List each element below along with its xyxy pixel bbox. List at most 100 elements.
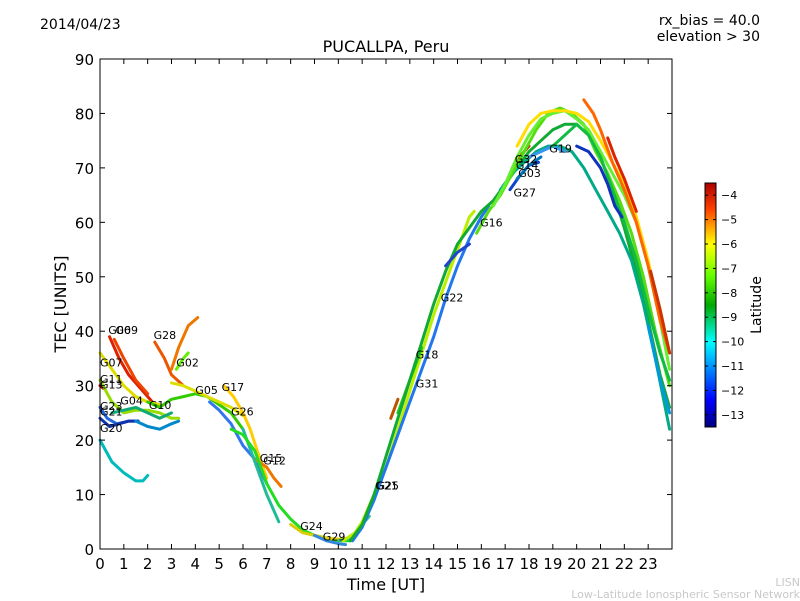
footer-lisn: LISN [775,576,800,589]
x-tick-label-0: 0 [95,555,105,573]
series-line-31 [498,144,672,431]
series-line-40 [606,136,638,213]
colorbar-tick-label-1: −5 [721,214,737,227]
series-line-6 [98,416,140,428]
x-tick-label-7: 7 [262,555,272,573]
colorbar-tick-label-8: −12 [721,384,744,397]
series-line-33 [527,144,567,159]
colorbar-ticks: −4 −5 −6 −7 −8 −9 −10 −11 −12 −13 [705,189,744,422]
satellite-label-15: G15 [260,452,283,465]
chart-title: PUCALLPA, Peru [322,37,450,56]
y-tick-label-4: 40 [75,323,94,341]
series-line-37 [551,122,672,382]
satellite-label-9: G10 [149,399,172,412]
colorbar-tick-label-5: −9 [721,311,737,324]
satellite-label-29: G19 [549,143,572,156]
series-layer [98,98,672,547]
series-line-28 [444,242,471,268]
x-tick-label-10: 10 [329,555,348,573]
x-axis: 0 1 2 3 4 5 6 7 8 9 10 11 12 13 14 15 16 17 18 19 20 21 22 23 [95,59,658,573]
satellite-label-24: G16 [480,217,503,230]
footer-network-name: Low-Latitude Ionospheric Sensor Network [571,588,800,601]
series-line-39 [582,98,672,355]
x-tick-label-18: 18 [519,555,538,573]
satellite-label-13: G17 [222,381,245,394]
satellite-label-0: G06 [108,324,131,337]
satellite-label-1: G09 [116,324,139,337]
series-line-23 [341,209,476,543]
x-tick-label-22: 22 [615,555,634,573]
satellite-label-6: G21 [100,406,123,419]
colorbar: −4 −5 −6 −7 −8 −9 −10 −11 −12 −13 Latitude [704,182,765,428]
rx-bias-label: rx_bias = 40.0 [658,13,760,29]
colorbar-tick-label-7: −11 [721,360,744,373]
series-line-0 [108,335,154,404]
satellite-label-19: G21 [375,480,398,493]
colorbar-tick-label-3: −7 [721,262,737,275]
series-line-15 [222,384,269,480]
x-tick-label-13: 13 [400,555,419,573]
satellite-label-16: G12 [263,455,286,468]
satellite-label-5: G23 [100,400,123,413]
satellite-label-18: G29 [323,530,346,543]
x-tick-label-8: 8 [286,555,296,573]
y-tick-label-6: 60 [75,214,94,232]
series-line-14 [170,381,245,418]
y-tick-label-8: 80 [75,105,94,123]
x-tick-label-5: 5 [214,555,224,573]
series-line-41 [649,269,672,355]
satellite-label-25: G32 [515,153,538,166]
x-tick-label-17: 17 [496,555,515,573]
satellite-label-8: G04 [120,395,143,408]
series-line-34 [475,106,672,388]
colorbar-tick-label-4: −8 [721,287,737,300]
y-tick-label-2: 20 [75,432,94,450]
satellite-label-27: G03 [518,167,541,180]
series-line-11 [174,351,190,371]
colorbar-tick-label-9: −13 [721,409,744,422]
x-tick-label-20: 20 [567,555,586,573]
y-tick-label-9: 90 [75,51,94,69]
y-axis: 0 10 20 30 40 50 60 70 80 90 [75,51,672,559]
x-tick-label-11: 11 [353,555,372,573]
satellite-label-28: G27 [514,187,537,200]
x-tick-label-15: 15 [448,555,467,573]
series-line-13 [146,392,245,431]
x-axis-label: Time [UT] [346,575,425,594]
x-tick-label-2: 2 [143,555,153,573]
x-tick-label-1: 1 [119,555,129,573]
satellite-label-23: G22 [441,291,464,304]
series-line-7 [98,438,150,483]
x-tick-label-3: 3 [167,555,177,573]
x-tick-label-6: 6 [238,555,248,573]
series-line-8 [110,405,173,420]
satellite-label-12: G05 [195,384,218,397]
satellite-label-4: G13 [100,378,123,391]
series-line-1 [112,337,150,396]
satellite-label-2: G07 [100,357,123,370]
y-axis-label: TEC [UNITS] [51,256,70,354]
chart-date: 2014/04/23 [40,17,121,33]
x-tick-label-4: 4 [191,555,201,573]
colorbar-tick-label-2: −6 [721,238,737,251]
x-tick-label-14: 14 [424,555,443,573]
colorbar-label: Latitude [749,276,765,334]
x-tick-label-19: 19 [543,555,562,573]
series-line-30 [515,155,543,181]
y-tick-label-0: 0 [84,541,94,559]
satellite-label-22: G31 [416,377,439,390]
series-line-21 [313,533,347,547]
elevation-label: elevation > 30 [656,29,760,45]
x-tick-label-21: 21 [591,555,610,573]
satellite-label-7: G20 [100,422,123,435]
y-tick-label-5: 50 [75,269,94,287]
satellite-label-17: G24 [300,520,323,533]
series-line-12 [170,316,200,371]
satellite-label-3: G11 [100,373,123,386]
series-line-10 [153,340,185,388]
satellite-label-21: G18 [416,348,439,361]
x-tick-label-9: 9 [310,555,320,573]
x-tick-label-12: 12 [376,555,395,573]
x-tick-label-16: 16 [472,555,491,573]
